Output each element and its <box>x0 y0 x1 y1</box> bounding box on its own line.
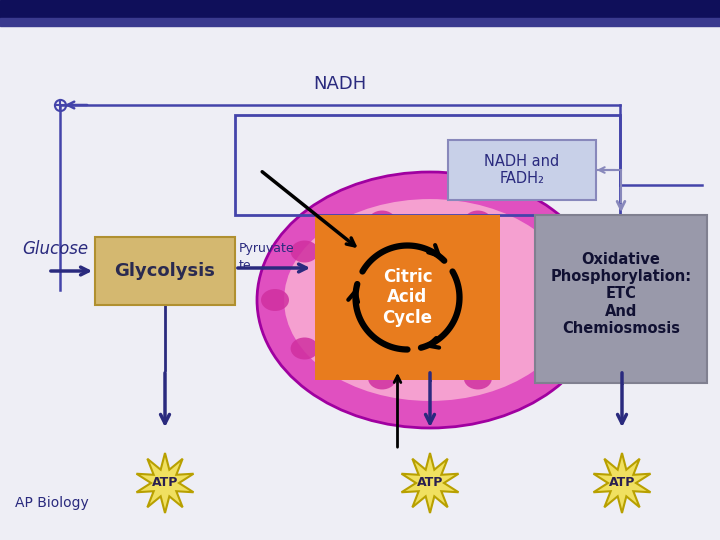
Text: NADH: NADH <box>313 75 366 93</box>
Text: ATP: ATP <box>152 476 178 489</box>
Text: te: te <box>239 259 251 272</box>
Ellipse shape <box>368 367 396 389</box>
Polygon shape <box>593 453 651 513</box>
Ellipse shape <box>291 338 319 360</box>
Polygon shape <box>402 453 459 513</box>
Ellipse shape <box>257 172 603 428</box>
Bar <box>0 0 720 18</box>
Ellipse shape <box>283 198 577 402</box>
Text: ATP: ATP <box>417 476 444 489</box>
Ellipse shape <box>571 289 599 311</box>
Ellipse shape <box>464 211 492 233</box>
Text: Oxidative
Phosphorylation:
ETC
And
Chemiosmosis: Oxidative Phosphorylation: ETC And Chemi… <box>550 252 692 336</box>
Bar <box>0 18 720 26</box>
Text: Glucose: Glucose <box>22 240 88 258</box>
Text: AP Biology: AP Biology <box>15 496 89 510</box>
Text: Glycolysis: Glycolysis <box>114 262 215 280</box>
Bar <box>95 237 235 305</box>
Bar <box>535 215 707 383</box>
Bar <box>315 215 500 380</box>
Ellipse shape <box>541 338 570 360</box>
Text: Pyruvate: Pyruvate <box>239 242 294 255</box>
Ellipse shape <box>464 367 492 389</box>
Ellipse shape <box>368 211 396 233</box>
Ellipse shape <box>261 289 289 311</box>
Ellipse shape <box>291 240 319 262</box>
Text: Citric
Acid
Cycle: Citric Acid Cycle <box>382 268 433 327</box>
Polygon shape <box>137 453 194 513</box>
Text: ATP: ATP <box>609 476 635 489</box>
Ellipse shape <box>541 240 570 262</box>
Text: NADH and
FADH₂: NADH and FADH₂ <box>485 154 559 186</box>
Bar <box>235 115 620 215</box>
Bar <box>448 140 596 200</box>
